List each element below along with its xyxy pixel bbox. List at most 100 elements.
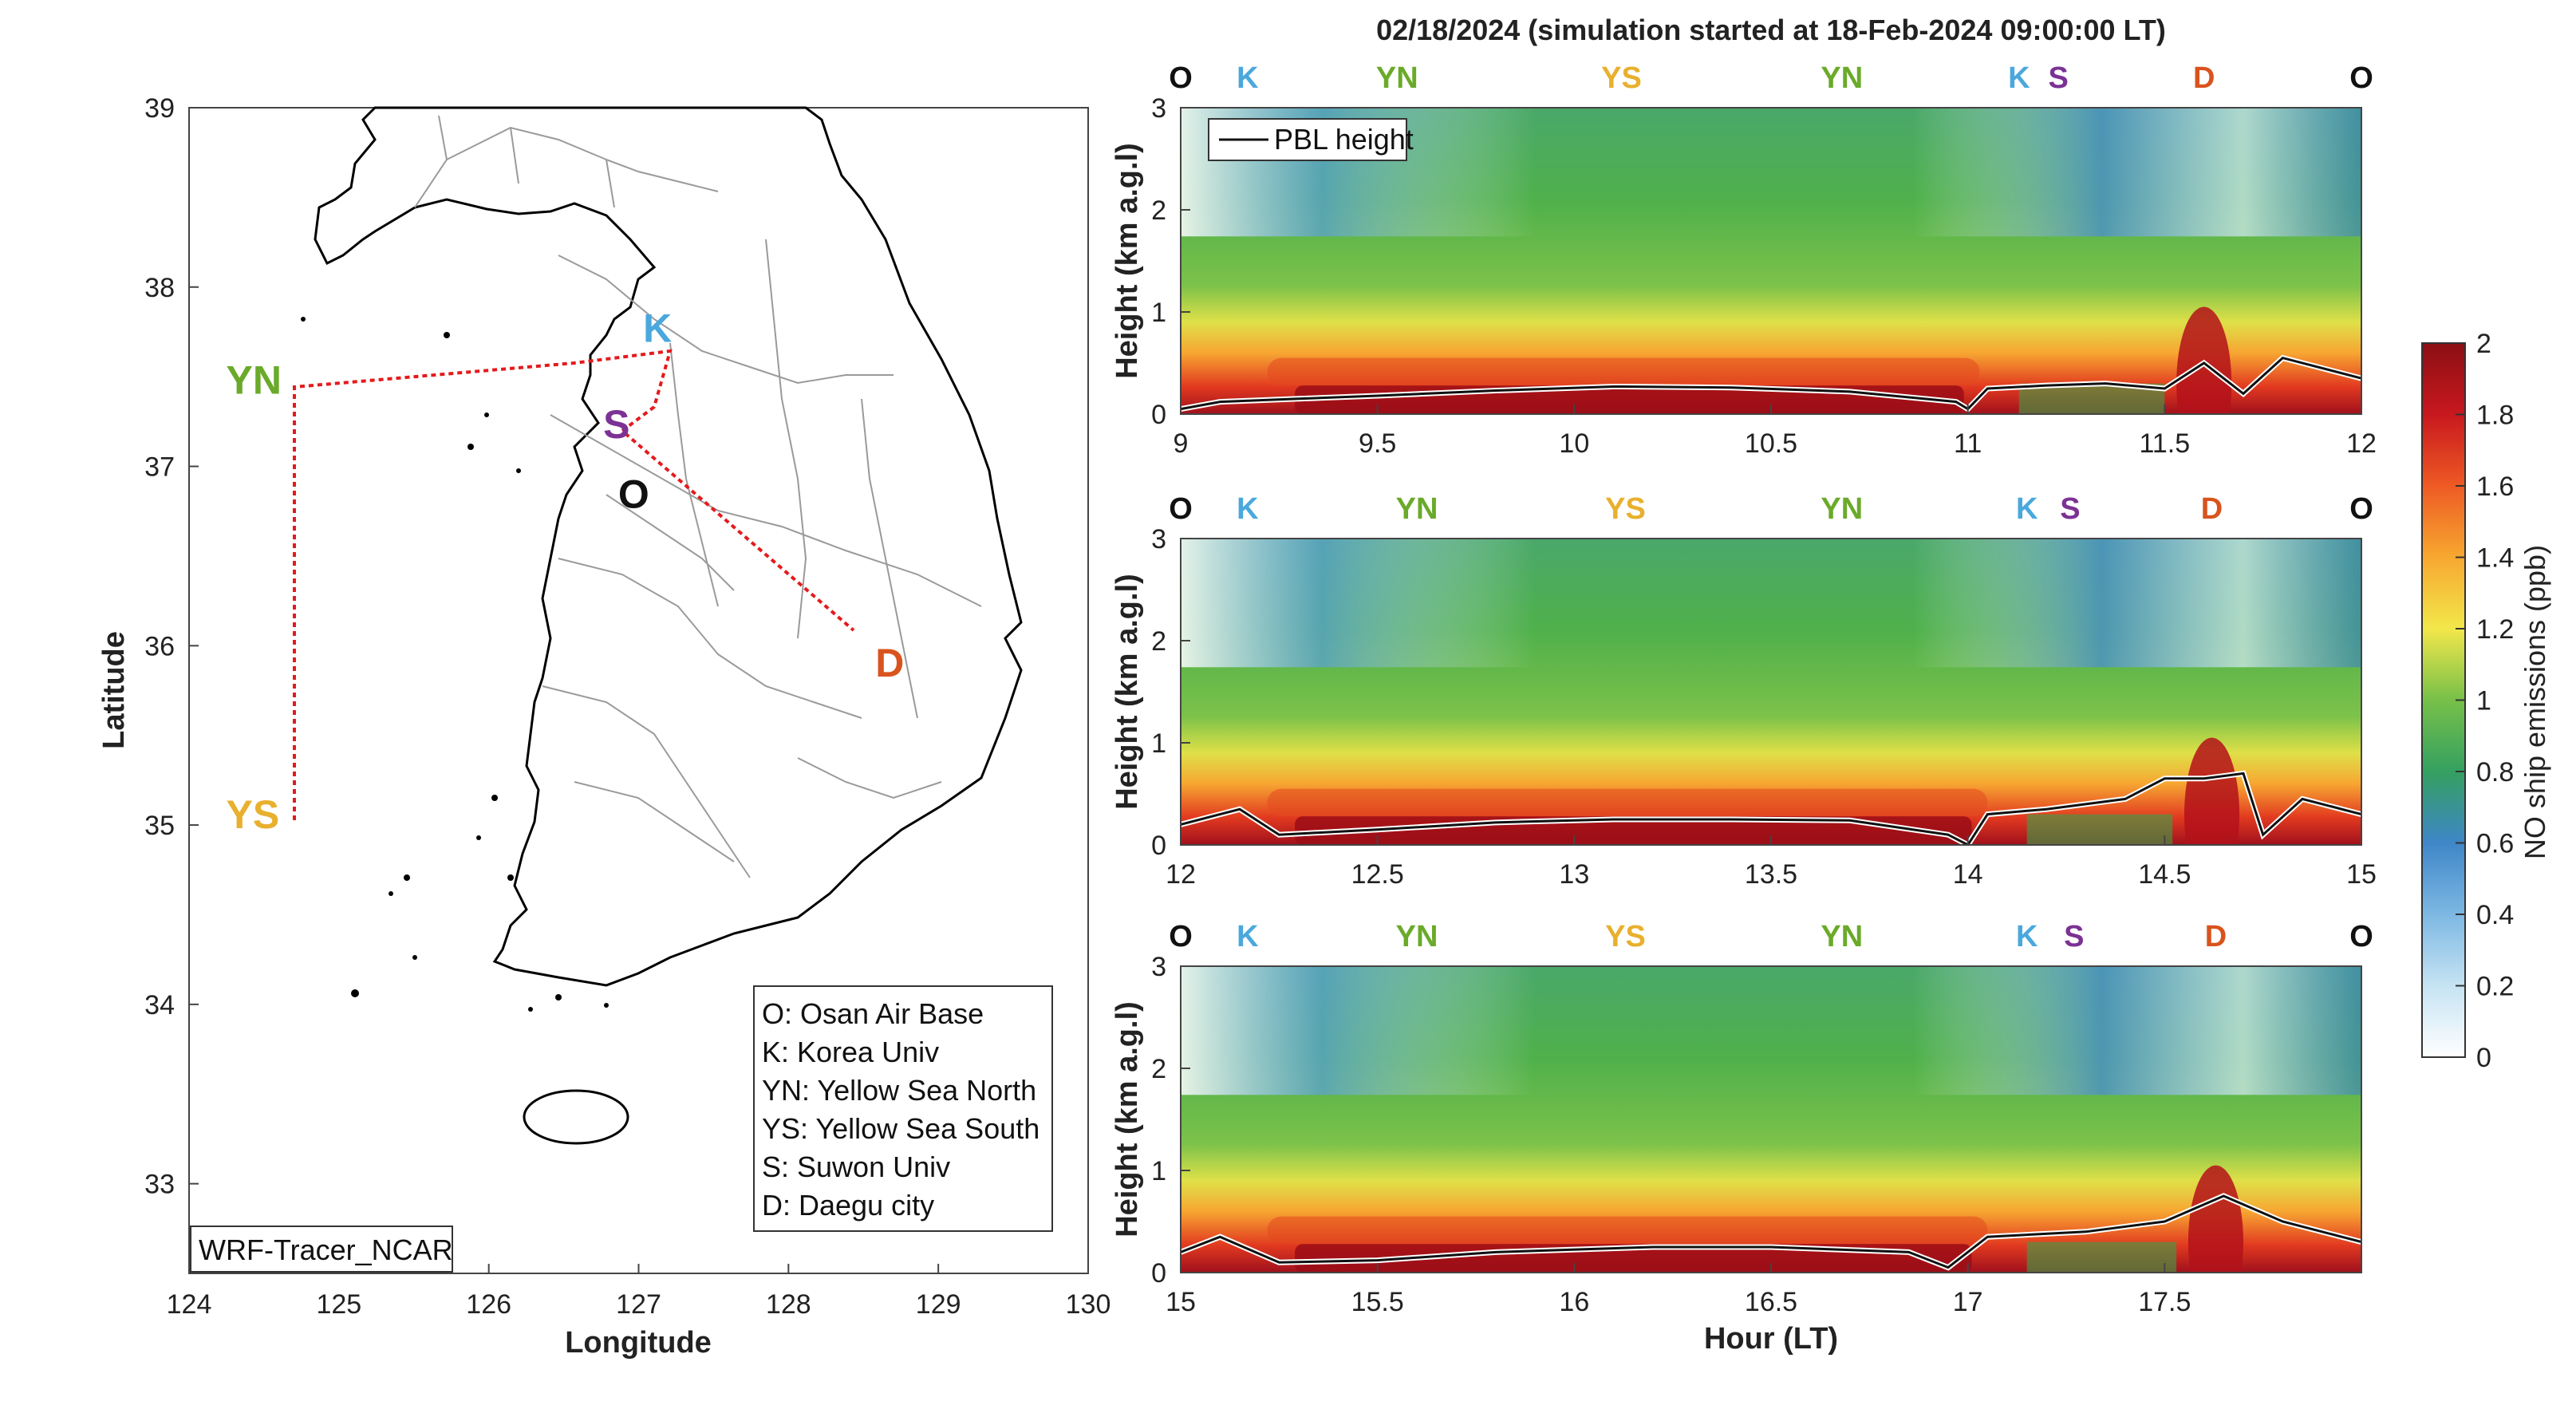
y-tick-label: 3 <box>1151 93 1166 124</box>
y-tick-label: 1 <box>1151 1156 1166 1186</box>
site-label-s: S <box>2060 492 2080 526</box>
province-boundaries <box>414 115 982 878</box>
x-tick-label: 13.5 <box>1745 859 1797 890</box>
map-x-tick-label: 125 <box>316 1289 361 1320</box>
site-label-yn: YN <box>1396 920 1438 953</box>
x-tick-label: 12 <box>1166 859 1196 890</box>
map-panel: 124 125 126 127 128 129 130 33 34 35 36 37 38 39 Lon… <box>97 93 1110 1360</box>
site-label-yn: YN <box>1396 492 1438 526</box>
map-site-label-ys: YS <box>226 792 279 837</box>
map-x-tick-label: 130 <box>1066 1289 1111 1320</box>
colorbar-tick-label: 2 <box>2476 329 2491 359</box>
site-label-yn: YN <box>1821 61 1863 95</box>
pbl-legend-label: PBL height <box>1274 123 1414 156</box>
y-tick-label: 2 <box>1151 1054 1166 1084</box>
model-tag-text: WRF-Tracer_NCAR <box>199 1233 453 1266</box>
y-tick-label: 1 <box>1151 298 1166 328</box>
map-y-tick-label: 38 <box>144 273 175 303</box>
jeju-island <box>523 1089 629 1145</box>
field-core-high <box>1295 1244 1972 1273</box>
map-site-label-s: S <box>603 402 629 447</box>
colorbar-tick-label: 0.4 <box>2476 900 2514 930</box>
map-y-tick-label: 36 <box>144 631 175 661</box>
field-core-mid <box>1267 788 1988 817</box>
x-tick-label: 10 <box>1559 428 1589 459</box>
colorbar-tick-label: 1.8 <box>2476 401 2514 431</box>
colorbar-tick-label: 1 <box>2476 686 2491 716</box>
site-label-d: D <box>2201 492 2223 526</box>
pbl-line <box>1181 356 2361 411</box>
legend-item-k: K: Korea Univ <box>762 1036 939 1068</box>
y-tick-label: 3 <box>1151 524 1166 555</box>
pbl-line <box>1181 772 2361 845</box>
site-label-s: S <box>2064 920 2084 953</box>
field-upper-band <box>1181 539 2361 668</box>
y-tick-label: 1 <box>1151 728 1166 759</box>
map-x-tick-label: 126 <box>466 1289 511 1320</box>
map-sites: YN YS K SO D <box>226 306 904 836</box>
field-core-mid <box>1267 1216 1988 1245</box>
x-tick-label: 11 <box>1954 428 1982 459</box>
site-label-k: K <box>2016 492 2038 526</box>
colorbar: 0 0.2 0.4 0.6 0.8 1 1.2 1.4 1.6 1.8 2 NO ship emis… <box>2421 329 2551 1073</box>
site-label-o: O <box>2349 61 2373 95</box>
colorbar-tick-label: 1.6 <box>2476 472 2514 502</box>
colorbar-label: NO ship emissions (ppb) <box>2519 545 2551 859</box>
pbl-legend: PBL height <box>1208 118 1414 161</box>
x-tick-label: 16 <box>1559 1287 1589 1317</box>
site-label-o: O <box>1169 61 1193 95</box>
map-x-tick-label: 127 <box>616 1289 661 1320</box>
colorbar-ticks: 0 0.2 0.4 0.6 0.8 1 1.2 1.4 1.6 1.8 2 <box>2456 329 2514 1073</box>
map-y-label: Latitude <box>97 631 131 749</box>
map-y-tick-label: 37 <box>144 452 175 483</box>
site-label-k: K <box>2016 920 2038 953</box>
legend-item-yn: YN: Yellow Sea North <box>762 1074 1036 1107</box>
y-tick-label: 0 <box>1151 400 1166 430</box>
field-core-mid <box>1267 357 1980 386</box>
pbl-line <box>1181 1194 2361 1269</box>
legend-item-s: S: Suwon Univ <box>762 1151 950 1183</box>
map-site-label-yn: YN <box>226 357 281 402</box>
site-label-d: D <box>2193 61 2215 95</box>
x-tick-label: 14.5 <box>2138 859 2191 890</box>
site-label-o: O <box>2349 492 2373 526</box>
legend-item-d: D: Daegu city <box>762 1189 934 1222</box>
x-tick-label: 9 <box>1174 428 1189 459</box>
map-x-label: Longitude <box>565 1326 712 1360</box>
x-tick-label: 15 <box>2346 859 2377 890</box>
x-tick-label: 12.5 <box>1351 859 1404 890</box>
map-y-ticks: 33 34 35 36 37 38 39 <box>144 93 199 1200</box>
map-x-tick-label: 128 <box>766 1289 811 1320</box>
x-tick-label: 10.5 <box>1745 428 1797 459</box>
x-tick-label: 11.5 <box>2140 428 2191 459</box>
colorbar-tick-label: 0.8 <box>2476 757 2514 787</box>
x-tick-label: 17 <box>1953 1287 1983 1317</box>
field-core-high <box>1295 385 1964 414</box>
field-land-low <box>2026 1241 2177 1273</box>
site-label-k: K <box>2008 61 2030 95</box>
map-legend: O: Osan Air Base K: Korea Univ YN: Yello… <box>753 985 1053 1232</box>
map-y-tick-label: 35 <box>144 811 175 841</box>
x-tick-label: 16.5 <box>1745 1287 1797 1317</box>
panel-field <box>1181 108 2361 414</box>
y-tick-label: 3 <box>1151 952 1166 982</box>
site-label-yn: YN <box>1821 492 1863 526</box>
field-upper-band <box>1181 966 2361 1095</box>
legend-item-ys: YS: Yellow Sea South <box>762 1112 1039 1145</box>
y-tick-label: 0 <box>1151 1258 1166 1289</box>
map-x-ticks: 124 125 126 127 128 129 130 <box>167 1264 1111 1320</box>
panel-field <box>1181 966 2361 1273</box>
x-axis-label: Hour (LT) <box>1704 1322 1838 1356</box>
legend-item-o: O: Osan Air Base <box>762 997 984 1030</box>
ship-route <box>293 349 855 820</box>
site-label-k: K <box>1237 492 1259 526</box>
colorbar-tick-label: 0.2 <box>2476 972 2514 1002</box>
site-label-s: S <box>2048 61 2068 95</box>
colorbar-tick-label: 1.2 <box>2476 614 2514 645</box>
model-tag: WRF-Tracer_NCAR <box>190 1226 453 1273</box>
